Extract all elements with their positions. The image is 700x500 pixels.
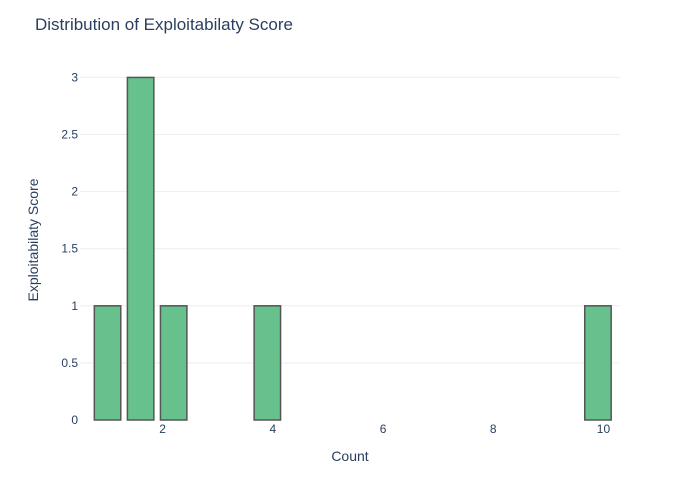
bars bbox=[93, 76, 612, 421]
y-tick-labels: 0 0.5 1 1.5 2 2.5 3 bbox=[61, 70, 78, 427]
y-tick-label: 0 bbox=[71, 413, 78, 427]
y-axis-title: Exploitabilaty Score bbox=[25, 178, 41, 301]
x-tick-label: 4 bbox=[270, 422, 277, 436]
x-tick-label: 6 bbox=[380, 422, 387, 436]
bar[interactable] bbox=[126, 76, 155, 421]
x-tick-label: 8 bbox=[490, 422, 497, 436]
y-tick-label: 3 bbox=[71, 70, 78, 84]
bar[interactable] bbox=[93, 305, 122, 421]
bar[interactable] bbox=[583, 305, 612, 421]
x-tick-label: 2 bbox=[159, 422, 166, 436]
y-tick-label: 1 bbox=[71, 299, 78, 313]
x-axis-title: Count bbox=[331, 448, 368, 464]
y-tick-label: 1.5 bbox=[61, 242, 78, 256]
x-tick-label: 10 bbox=[597, 422, 611, 436]
x-tick-labels: 2 4 6 8 10 bbox=[159, 422, 610, 436]
y-tick-label: 2 bbox=[71, 185, 78, 199]
bar[interactable] bbox=[159, 305, 188, 421]
chart-title: Distribution of Exploitabilaty Score bbox=[35, 15, 293, 34]
bar[interactable] bbox=[253, 305, 282, 421]
y-tick-label: 2.5 bbox=[61, 128, 78, 142]
y-tick-label: 0.5 bbox=[61, 356, 78, 370]
